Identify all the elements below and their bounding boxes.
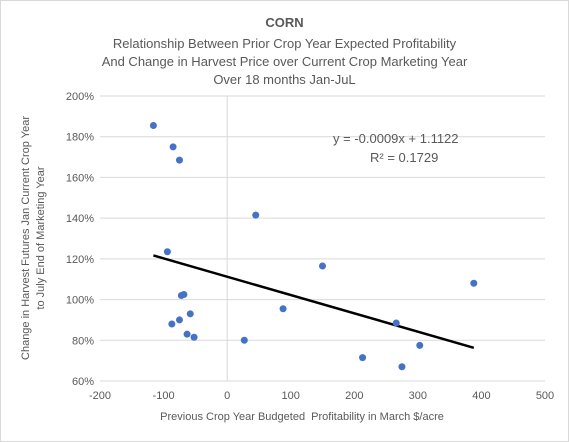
chart-title: CORN — [265, 15, 304, 30]
data-point — [175, 156, 183, 164]
x-tick-label: -200 — [89, 390, 111, 402]
chart-subtitle-line-1: Relationship Between Prior Crop Year Exp… — [112, 36, 457, 51]
y-tick-label: 180% — [66, 132, 94, 144]
data-point — [168, 320, 176, 328]
gridlines — [100, 95, 545, 382]
y-tick-labels: 60% 80% 100% 120% 140% 160% 180% 200% — [66, 91, 94, 388]
data-point — [319, 262, 326, 270]
data-point — [398, 363, 406, 371]
y-tick-label: 80% — [72, 335, 94, 347]
x-tick-label: 200 — [345, 390, 363, 402]
x-tick-label: 0 — [224, 390, 230, 402]
trendline-layer — [153, 254, 475, 350]
x-tick-label: 100 — [282, 390, 300, 402]
y-tick-label: 200% — [66, 91, 94, 103]
y-tick-label: 160% — [66, 172, 94, 184]
data-point — [186, 310, 194, 318]
x-tick-label: 500 — [536, 390, 554, 402]
trendline — [153, 254, 475, 350]
trendline-equation: y = -0.0009x + 1.1122 — [333, 131, 459, 146]
y-axis-label-line-2: to July End of Marketing Year — [35, 166, 47, 309]
data-point — [190, 333, 198, 341]
data-point — [392, 319, 400, 327]
r-squared-label: R² = 0.1729 — [370, 150, 438, 165]
x-axis-label: Previous Crop Year Budgeted Profitabilit… — [160, 411, 444, 423]
data-point — [180, 290, 188, 298]
y-tick-label: 60% — [72, 376, 94, 388]
data-point — [149, 122, 157, 130]
x-tick-label: 300 — [409, 390, 427, 402]
data-point — [470, 279, 478, 287]
data-point — [416, 341, 424, 349]
data-point — [252, 211, 260, 219]
chart-subtitle-line-2: And Change in Harvest Price over Current… — [101, 54, 468, 69]
x-tick-label: 400 — [472, 390, 490, 402]
data-points — [149, 122, 478, 371]
data-point — [169, 143, 177, 151]
chart-subtitle-line-3: Over 18 months Jan-JuL — [213, 72, 356, 87]
x-tick-labels: -200 -100 0 100 200 300 400 500 — [89, 390, 554, 402]
y-tick-label: 140% — [66, 213, 94, 225]
data-point — [359, 354, 367, 362]
data-point — [279, 305, 287, 313]
data-point — [183, 330, 191, 338]
y-tick-label: 120% — [66, 254, 94, 266]
data-point — [163, 248, 171, 256]
y-tick-label: 100% — [66, 295, 94, 307]
x-tick-label: -100 — [153, 390, 175, 402]
y-axis-label-line-1: Change in Harvest Futures Jan Current Cr… — [20, 116, 32, 360]
data-point — [175, 316, 183, 324]
data-point — [240, 336, 248, 344]
